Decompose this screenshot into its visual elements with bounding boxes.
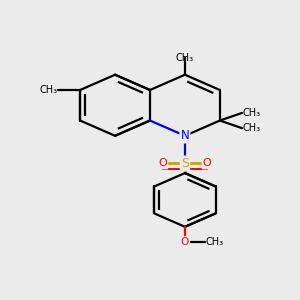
Text: S: S [181, 157, 189, 170]
Text: CH₃: CH₃ [205, 237, 223, 247]
Text: CH₃: CH₃ [242, 108, 260, 118]
Text: CH₃: CH₃ [40, 85, 58, 95]
Text: O: O [203, 158, 212, 168]
Text: N: N [181, 129, 189, 142]
Text: CH₃: CH₃ [176, 53, 194, 63]
Text: O: O [158, 158, 167, 168]
Text: O: O [181, 237, 189, 247]
Text: CH₃: CH₃ [242, 123, 260, 133]
